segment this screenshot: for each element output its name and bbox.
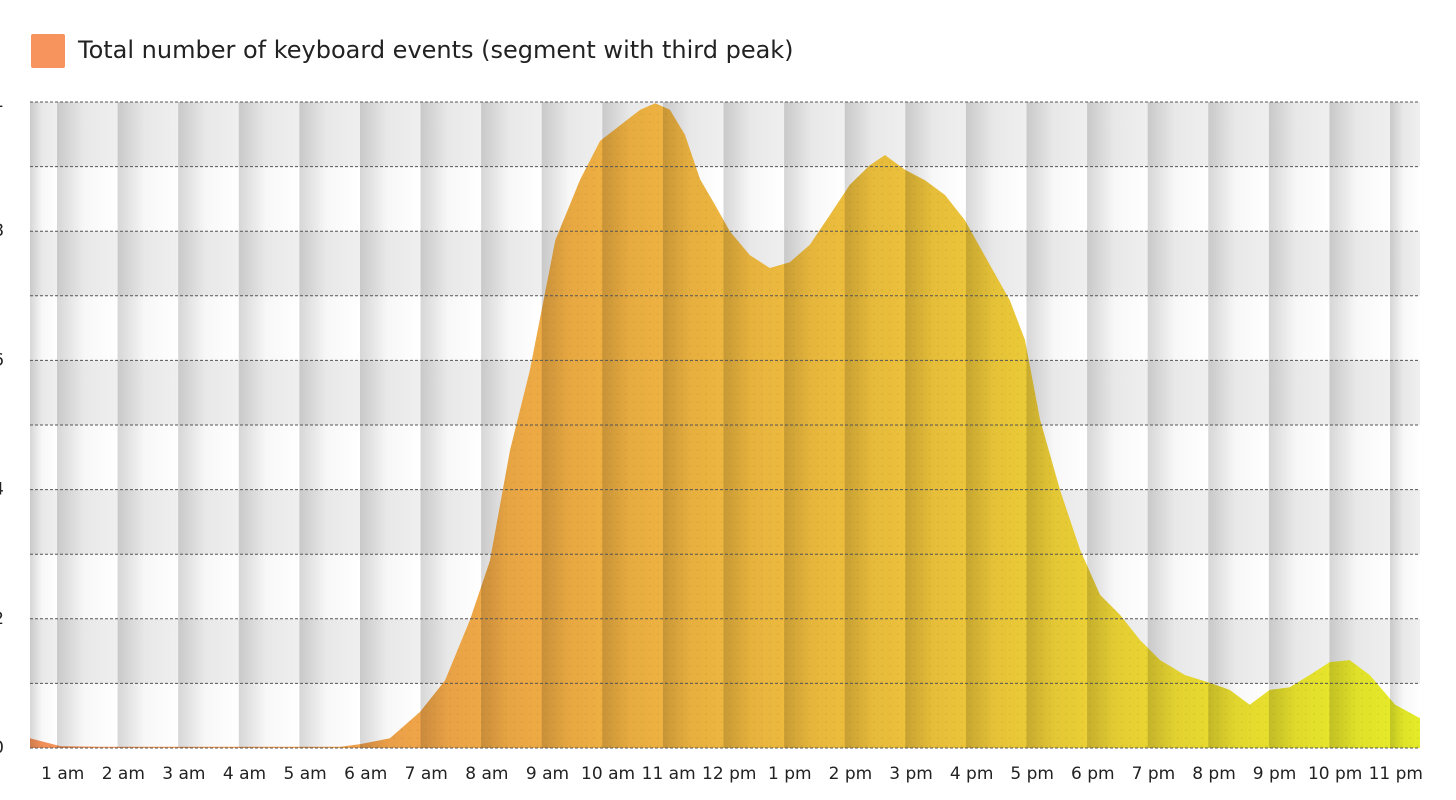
grid xyxy=(30,101,1420,749)
x-tick-label: 5 pm xyxy=(1010,764,1054,784)
x-tick-label: 10 am xyxy=(581,764,635,784)
y-tick-label: 0.4 xyxy=(0,480,4,500)
x-tick-label: 4 am xyxy=(223,764,266,784)
x-tick-label: 3 pm xyxy=(889,764,933,784)
x-tick-label: 9 pm xyxy=(1253,764,1297,784)
column-shade xyxy=(662,102,724,748)
column-shade xyxy=(1208,102,1269,748)
x-tick-label: 3 am xyxy=(162,764,205,784)
x-tick-label: 7 pm xyxy=(1132,764,1176,784)
y-tick-label: 0.2 xyxy=(0,609,4,629)
x-tick-label: 11 pm xyxy=(1369,764,1423,784)
y-tick-label: 0 xyxy=(0,738,4,758)
x-tick-label: 12 pm xyxy=(702,764,756,784)
x-tick-label: 1 pm xyxy=(768,764,812,784)
column-shade xyxy=(723,102,785,748)
x-tick-label: 8 am xyxy=(465,764,508,784)
column-shade xyxy=(299,102,360,748)
x-tick-label: 2 am xyxy=(102,764,145,784)
column-shade xyxy=(784,102,845,748)
x-tick-label: 6 am xyxy=(344,764,387,784)
legend-label: Total number of keyboard events (segment… xyxy=(77,36,794,64)
x-tick-label: 10 pm xyxy=(1308,764,1362,784)
x-tick-label: 7 am xyxy=(405,764,448,784)
y-tick-label: 0.6 xyxy=(0,350,4,370)
column-shade xyxy=(238,102,300,748)
column-shade xyxy=(1329,102,1391,748)
x-tick-label: 1 am xyxy=(41,764,84,784)
x-tick-label: 8 pm xyxy=(1192,764,1236,784)
x-tick-label: 5 am xyxy=(283,764,326,784)
column-shade xyxy=(178,102,239,748)
x-tick-label: 2 pm xyxy=(829,764,873,784)
axis-labels: 00.20.40.60.811 am2 am3 am4 am5 am6 am7 … xyxy=(0,92,1423,784)
y-tick-label: 0.8 xyxy=(0,221,4,241)
legend-swatch xyxy=(31,34,65,68)
x-tick-label: 11 am xyxy=(642,764,696,784)
column-shade xyxy=(1268,102,1330,748)
x-tick-label: 6 pm xyxy=(1071,764,1115,784)
x-tick-label: 9 am xyxy=(526,764,569,784)
y-tick-label: 1 xyxy=(0,92,4,112)
x-tick-label: 4 pm xyxy=(950,764,994,784)
